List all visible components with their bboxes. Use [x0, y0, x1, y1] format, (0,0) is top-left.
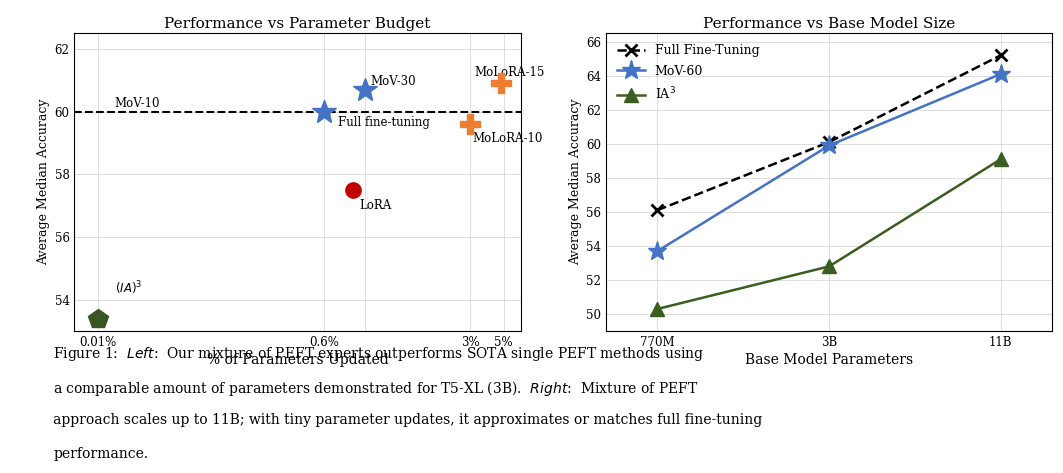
Text: a comparable amount of parameters demonstrated for T5-XL (3B).  $\mathit{Right}$: a comparable amount of parameters demons…: [53, 379, 698, 398]
MoV-60: [651, 248, 663, 254]
IA$^3$: [651, 306, 663, 312]
Text: MoV-30: MoV-30: [370, 75, 416, 88]
Text: Figure 1:  $\mathit{Left}$:  Our mixture of PEFT experts outperforms SOTA single: Figure 1: $\mathit{Left}$: Our mixture o…: [53, 345, 705, 363]
Text: MoV-10: MoV-10: [115, 97, 161, 110]
Line: MoV-60: MoV-60: [647, 64, 1011, 261]
Text: $(IA)^3$: $(IA)^3$: [115, 279, 142, 297]
Text: performance.: performance.: [53, 447, 148, 462]
Full Fine-Tuning: [823, 139, 836, 145]
MoV-60: [823, 143, 836, 149]
Y-axis label: Average Median Accuracy: Average Median Accuracy: [569, 99, 581, 265]
Title: Performance vs Base Model Size: Performance vs Base Model Size: [703, 17, 956, 31]
Full Fine-Tuning: [651, 207, 663, 213]
Text: LoRA: LoRA: [359, 199, 392, 212]
X-axis label: Base Model Parameters: Base Model Parameters: [745, 353, 913, 367]
IA$^3$: [995, 156, 1008, 162]
Text: approach scales up to 11B; with tiny parameter updates, it approximates or match: approach scales up to 11B; with tiny par…: [53, 413, 762, 428]
MoV-60: [995, 71, 1008, 77]
IA$^3$: [823, 263, 836, 269]
Text: MoLoRA-15: MoLoRA-15: [474, 66, 545, 79]
Title: Performance vs Parameter Budget: Performance vs Parameter Budget: [165, 17, 431, 31]
Line: IA$^3$: IA$^3$: [651, 152, 1008, 316]
Legend: Full Fine-Tuning, MoV-60, IA$^3$: Full Fine-Tuning, MoV-60, IA$^3$: [612, 39, 764, 107]
Full Fine-Tuning: [995, 53, 1008, 58]
X-axis label: % of Parameters Updated: % of Parameters Updated: [207, 353, 388, 367]
Text: Full fine-tuning: Full fine-tuning: [338, 116, 429, 129]
Line: Full Fine-Tuning: Full Fine-Tuning: [652, 49, 1007, 217]
Text: MoLoRA-10: MoLoRA-10: [472, 132, 543, 145]
Y-axis label: Average Median Accuracy: Average Median Accuracy: [37, 99, 50, 265]
